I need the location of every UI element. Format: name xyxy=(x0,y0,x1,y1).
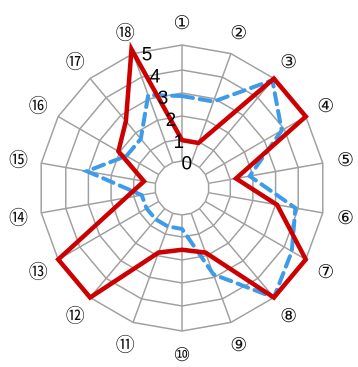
grid-spoke xyxy=(41,191,156,214)
axis-label: ⑰ xyxy=(66,51,85,73)
axis-label: ⑭ xyxy=(9,207,28,229)
grid-spoke xyxy=(132,213,174,323)
axis-label: ⑦ xyxy=(317,261,334,283)
axis-label: ⑩ xyxy=(173,344,190,366)
scale-tick-label: 5 xyxy=(142,45,153,66)
axis-label: ③ xyxy=(280,51,297,73)
series-dashed-line xyxy=(81,77,298,301)
grid-spoke xyxy=(198,208,275,299)
axis-label: ② xyxy=(230,22,247,44)
series-solid-line xyxy=(55,41,309,301)
scale-tick-label: 0 xyxy=(182,154,193,175)
axis-label: ⑪ xyxy=(116,334,135,356)
grid-spoke xyxy=(208,162,323,185)
grid-spoke xyxy=(41,162,156,185)
grid-spoke xyxy=(57,200,159,261)
axis-label: ⑮ xyxy=(9,149,28,171)
grid-spoke xyxy=(190,53,232,163)
axis-label: ⑧ xyxy=(280,305,297,327)
scale-tick-label: 4 xyxy=(150,66,161,87)
axis-label: ⑯ xyxy=(29,95,48,117)
axis-label: ⑱ xyxy=(116,22,135,44)
scale-tick-label: 1 xyxy=(174,132,185,153)
axis-label: ⑤ xyxy=(337,149,354,171)
grid-spoke xyxy=(89,208,166,299)
grid-spoke xyxy=(57,115,159,176)
radar-series-layer xyxy=(55,41,309,301)
scale-tick-label: 3 xyxy=(158,88,169,109)
axis-label: ④ xyxy=(317,95,334,117)
grid-spoke xyxy=(132,53,174,163)
grid-spoke xyxy=(208,191,323,214)
scale-tick-label: 2 xyxy=(166,110,177,131)
axis-label: ① xyxy=(173,12,190,34)
axis-label: ⑬ xyxy=(29,261,48,283)
axis-label: ⑫ xyxy=(66,305,85,327)
grid-spoke xyxy=(198,77,275,168)
axis-label: ⑨ xyxy=(230,334,247,356)
grid-spoke xyxy=(205,115,307,176)
axis-label: ⑥ xyxy=(337,207,354,229)
grid-spoke xyxy=(205,200,307,261)
